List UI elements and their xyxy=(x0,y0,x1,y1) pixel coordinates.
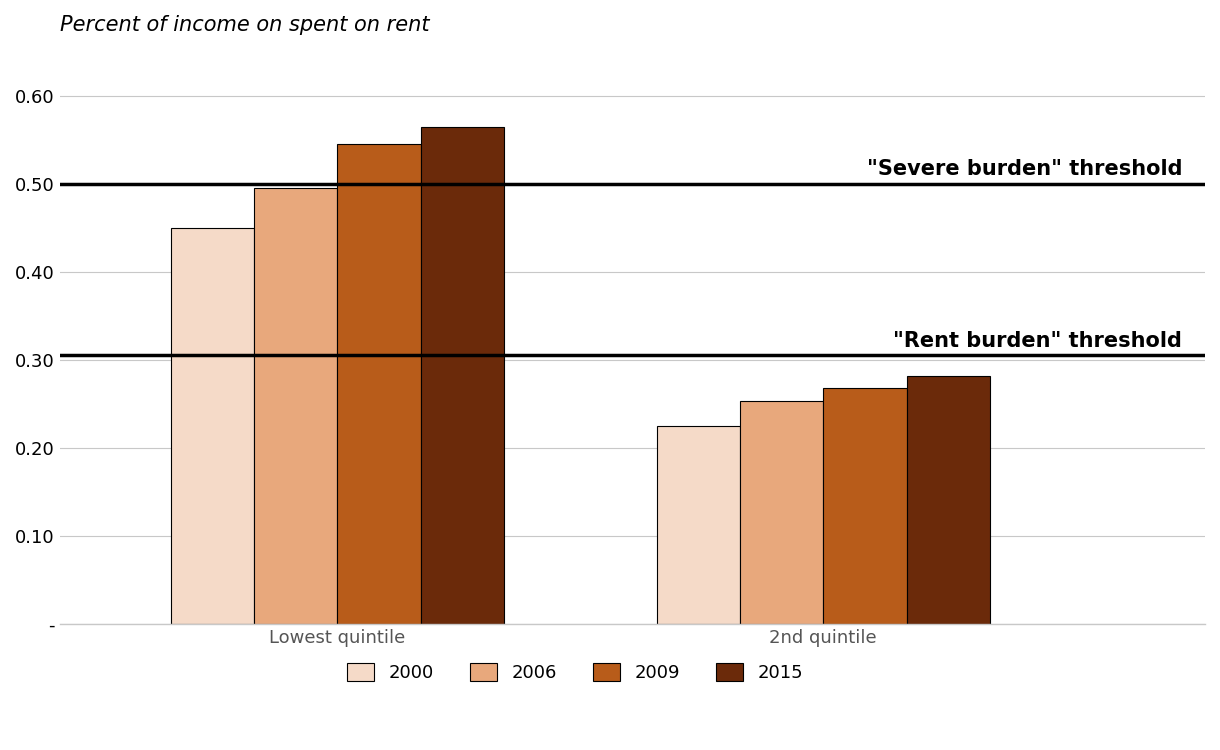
Bar xyxy=(824,388,906,624)
Text: Percent of income on spent on rent: Percent of income on spent on rent xyxy=(60,15,429,35)
Bar xyxy=(421,127,504,624)
Bar xyxy=(656,426,739,624)
Bar xyxy=(906,376,989,624)
Bar xyxy=(337,144,421,624)
Text: "Rent burden" threshold: "Rent burden" threshold xyxy=(893,331,1182,351)
Bar xyxy=(739,401,824,624)
Legend: 2000, 2006, 2009, 2015: 2000, 2006, 2009, 2015 xyxy=(339,656,810,689)
Text: "Severe burden" threshold: "Severe burden" threshold xyxy=(866,160,1182,179)
Bar xyxy=(254,188,337,624)
Bar xyxy=(171,228,254,624)
